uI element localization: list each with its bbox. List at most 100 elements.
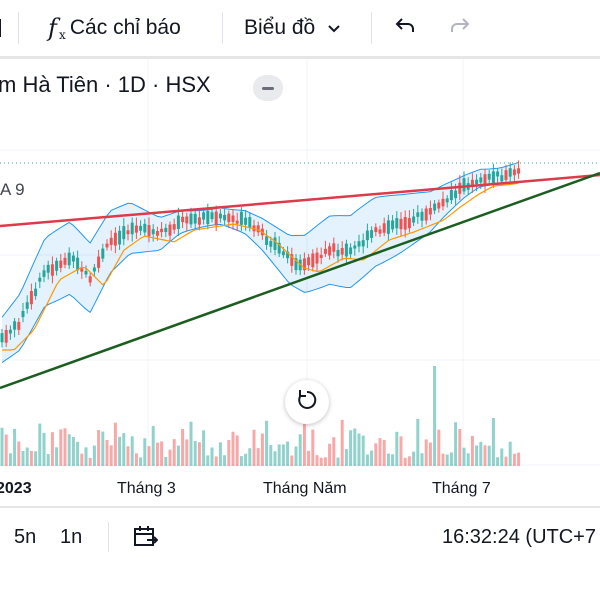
volume-bar: [13, 428, 17, 466]
reset-chart-button[interactable]: [285, 380, 329, 424]
bottom-divider: [108, 522, 109, 552]
support-trendline[interactable]: [0, 171, 600, 390]
volume-bar: [307, 450, 311, 466]
toolbar-divider: [18, 12, 19, 44]
candle-body: [349, 247, 353, 255]
candle-body: [50, 264, 54, 276]
candle-body: [0, 333, 4, 343]
volume-bar: [80, 453, 84, 466]
volume-bar: [67, 434, 71, 466]
candle-body: [412, 216, 416, 223]
volume-bar: [143, 438, 147, 466]
candle-body: [160, 228, 164, 233]
volume-bar: [512, 453, 516, 466]
candle-body: [122, 226, 126, 240]
volume-bar: [336, 457, 340, 466]
candle-body: [517, 168, 521, 174]
volume-bar: [223, 455, 227, 466]
candle-body: [332, 243, 336, 252]
candle-body: [290, 254, 294, 266]
candle-body: [210, 212, 214, 220]
candle-body: [378, 229, 382, 234]
candle-body: [126, 230, 130, 235]
candle-body: [46, 264, 50, 273]
time-axis-label: Tháng 7: [432, 480, 491, 497]
chart-type-button[interactable]: Biểu đồ: [244, 0, 341, 56]
volume-bar: [50, 432, 54, 466]
volume-bar: [517, 452, 521, 466]
undo-button[interactable]: [393, 0, 417, 56]
candle-body: [416, 212, 420, 217]
volume-bar: [395, 431, 399, 466]
volume-bar: [134, 453, 138, 466]
candle-body: [67, 252, 71, 266]
chart-pane[interactable]: [0, 59, 600, 506]
volume-bar: [105, 439, 109, 466]
chevron-down-icon: [327, 16, 341, 40]
candle-body: [315, 252, 319, 264]
volume-bar: [428, 442, 432, 466]
collapse-legend-button[interactable]: [253, 75, 283, 101]
volume-bar: [231, 431, 235, 466]
time-axis-label: Tháng 3: [117, 480, 176, 497]
bottom-bar: 5n 1n 16:32:24 (UTC+7: [0, 508, 600, 600]
candle-body: [399, 218, 403, 230]
candle-body: [344, 243, 348, 257]
volume-bar: [407, 456, 411, 466]
candle-body: [34, 288, 38, 297]
volume-bar: [164, 457, 168, 466]
candle-body: [424, 208, 428, 221]
volume-bar: [55, 447, 59, 466]
range-5d-button[interactable]: 5n: [14, 526, 37, 548]
candle-body: [63, 257, 67, 265]
volume-bar: [193, 440, 197, 466]
volume-bar: [109, 445, 113, 466]
candle-body: [25, 302, 29, 309]
candle-body: [143, 223, 147, 233]
bollinger-lower-band: [1, 181, 519, 364]
volume-bar: [370, 450, 374, 466]
volume-bar: [97, 430, 101, 466]
candle-body: [218, 213, 222, 219]
indicator-legend-label: A 9: [0, 180, 25, 199]
volume-bar: [302, 424, 306, 466]
volume-bar: [437, 429, 441, 466]
volume-bar: [487, 445, 491, 466]
candle-body: [391, 220, 395, 230]
volume-bar: [332, 437, 336, 466]
symbol-title: m Hà Tiên · 1D · HSX: [0, 72, 211, 97]
calendar-range-icon[interactable]: [132, 524, 159, 556]
candle-body: [101, 248, 105, 259]
volume-bar: [349, 430, 353, 466]
volume-bar: [508, 441, 512, 466]
volume-bar: [84, 447, 88, 466]
volume-bar: [470, 435, 474, 466]
volume-bar: [260, 433, 264, 466]
range-1d-button[interactable]: 1n: [60, 526, 83, 548]
time-axis[interactable]: 2023 Tháng 3 Tháng Năm Tháng 7: [0, 470, 600, 506]
volume-bar: [0, 427, 4, 466]
volume-bar: [38, 423, 42, 466]
candle-body: [88, 276, 92, 283]
volume-bar: [118, 436, 122, 466]
redo-icon: [448, 15, 472, 41]
candle-body: [105, 243, 109, 248]
candle-body: [361, 240, 365, 247]
volume-bar: [311, 429, 315, 466]
candle-body: [193, 213, 197, 224]
volume-bar: [8, 453, 12, 466]
volume-bar: [399, 436, 403, 466]
bollinger-bands: [1, 161, 519, 364]
resistance-trendline[interactable]: [0, 173, 600, 228]
toolbar-partial-icon[interactable]: [0, 0, 6, 56]
clock-display[interactable]: 16:32:24 (UTC+7: [442, 526, 596, 548]
volume-bar: [454, 422, 458, 466]
candle-body: [164, 227, 168, 233]
price-chart[interactable]: [0, 59, 600, 506]
redo-button[interactable]: [448, 0, 472, 56]
volume-bar: [139, 457, 143, 466]
candle-body: [470, 179, 474, 187]
volume-bar: [458, 428, 462, 466]
candle-body: [97, 256, 101, 268]
